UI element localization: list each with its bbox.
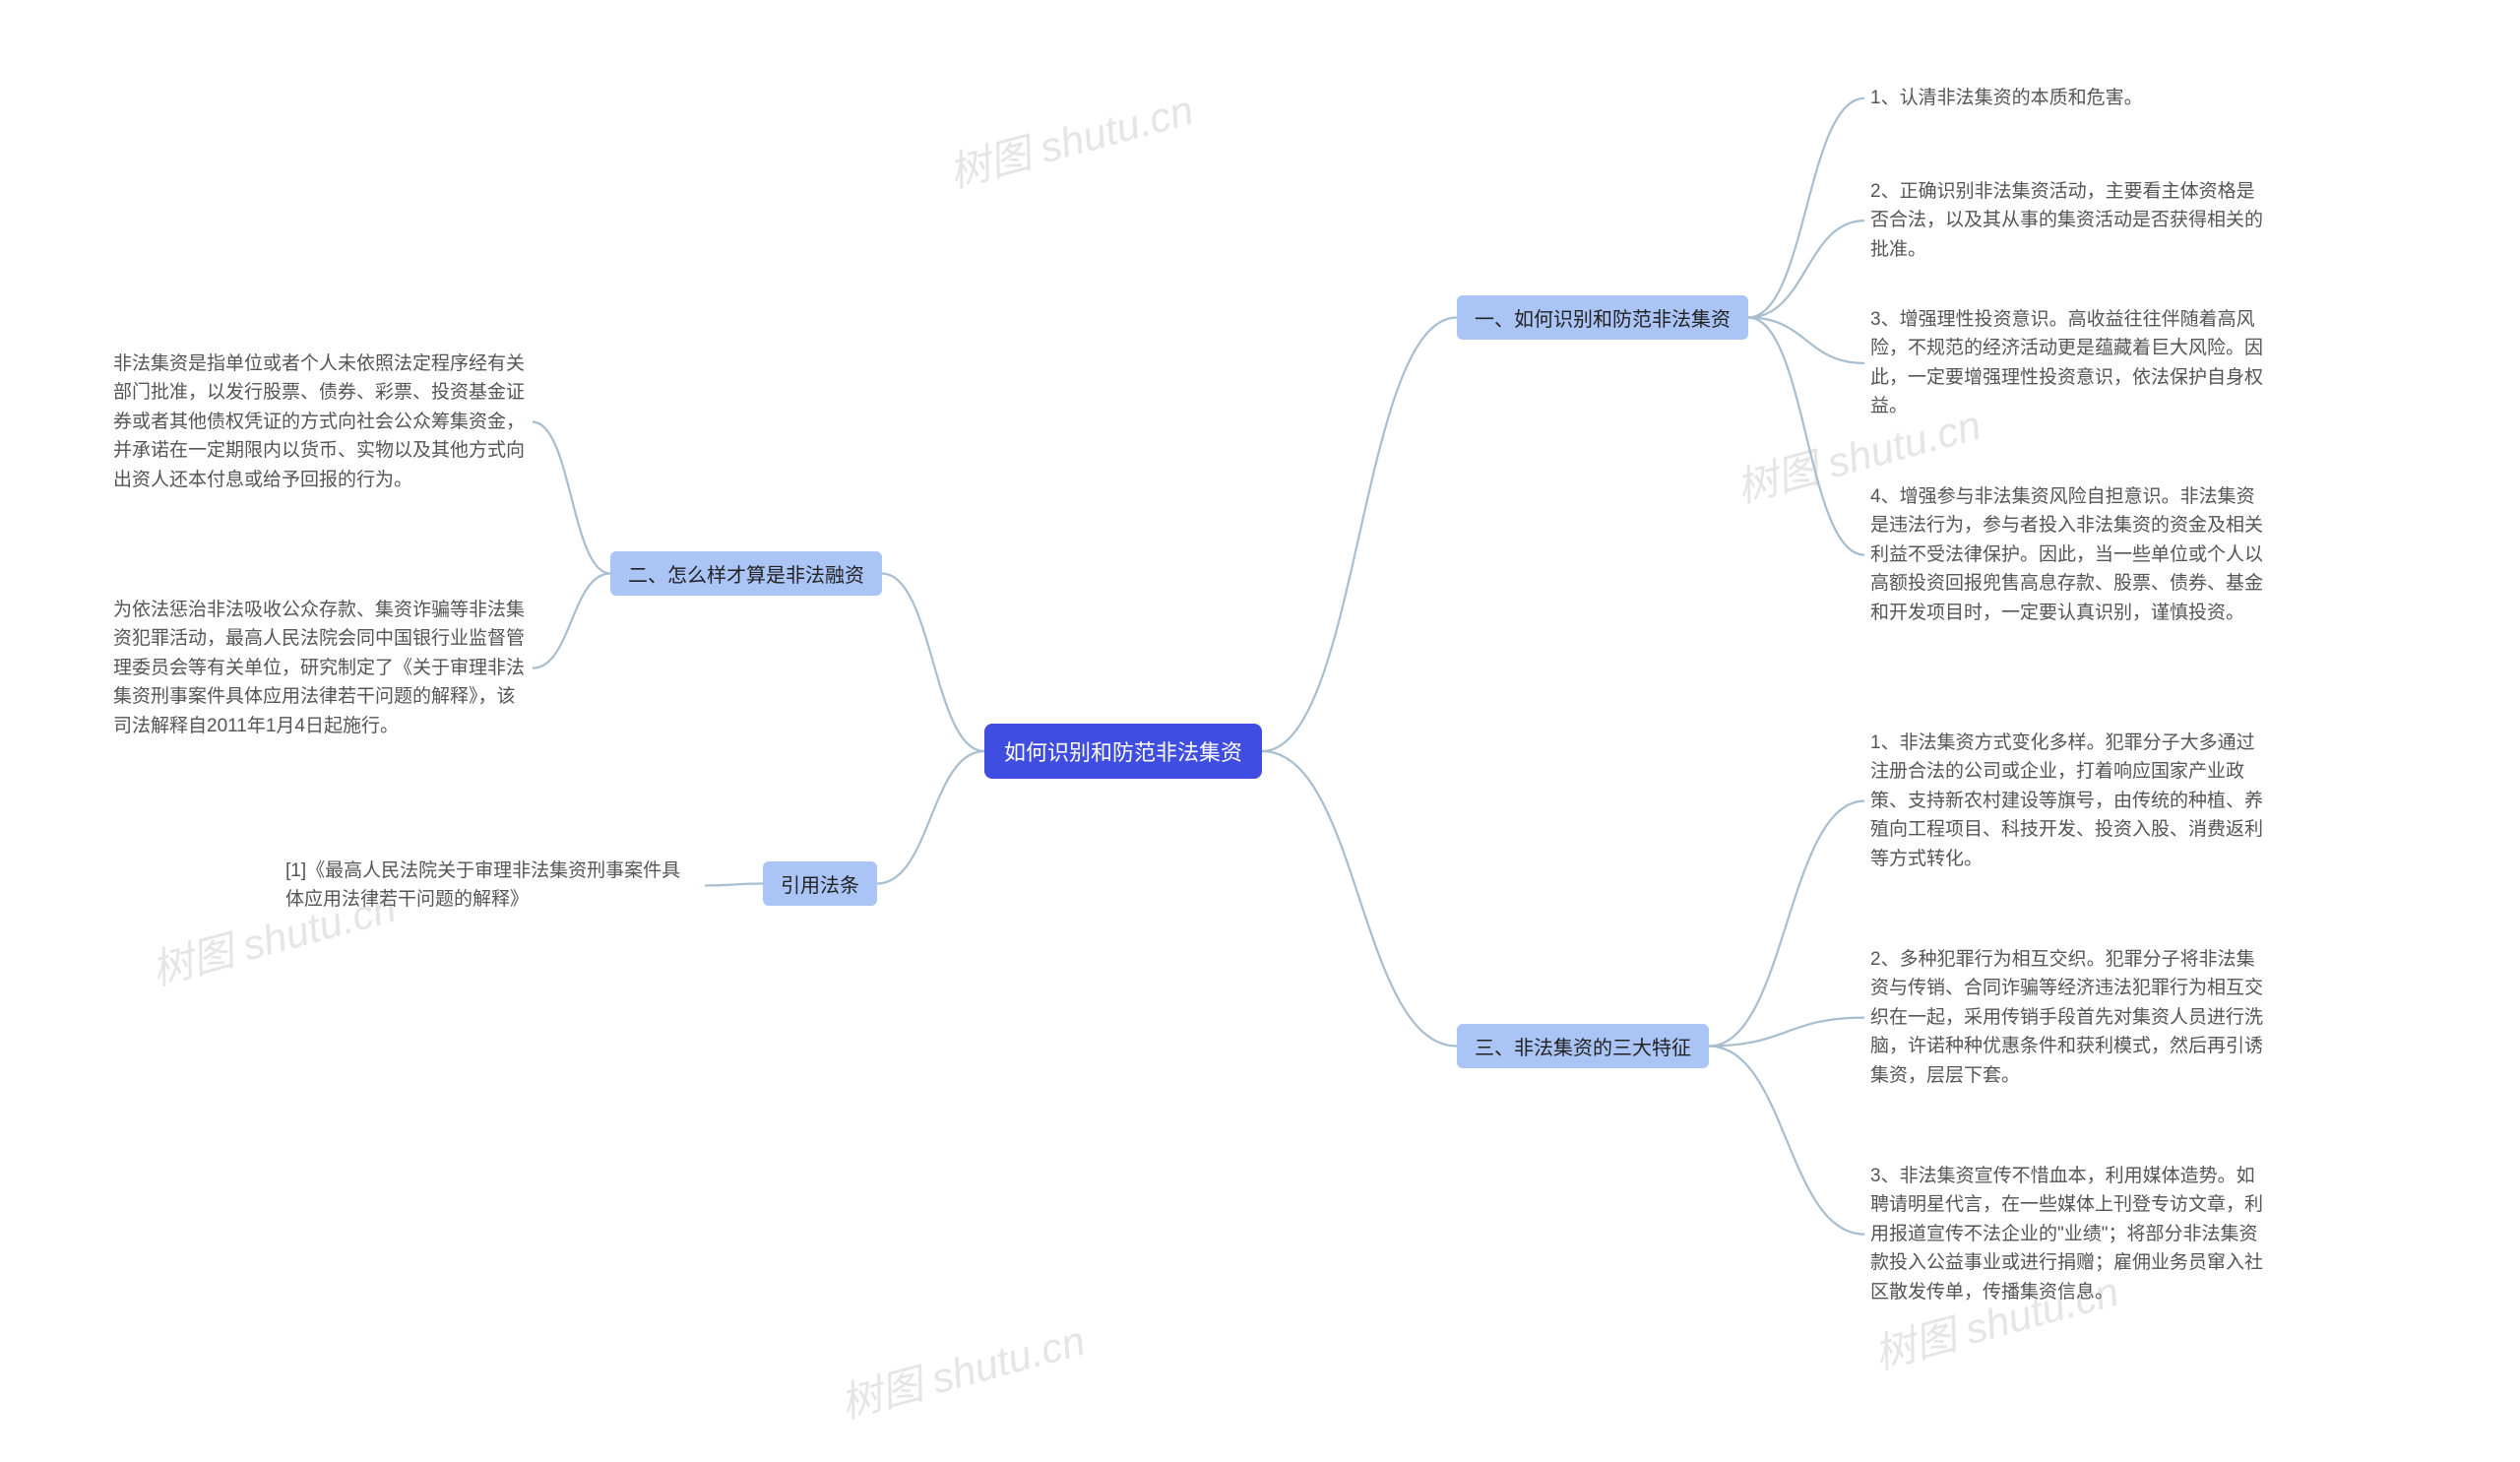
branch-right-1: 一、如何识别和防范非法集资	[1457, 295, 1748, 340]
leaf-r1-1: 1、认清非法集资的本质和危害。	[1870, 84, 2143, 112]
branch-right-2: 三、非法集资的三大特征	[1457, 1024, 1709, 1068]
mindmap-root: 如何识别和防范非法集资	[984, 724, 1262, 779]
leaf-r1-4: 4、增强参与非法集资风险自担意识。非法集资是违法行为，参与者投入非法集资的资金及…	[1870, 482, 2264, 627]
leaf-r2-1: 1、非法集资方式变化多样。犯罪分子大多通过注册合法的公司或企业，打着响应国家产业…	[1870, 729, 2264, 873]
leaf-r2-3: 3、非法集资宣传不惜血本，利用媒体造势。如聘请明星代言，在一些媒体上刊登专访文章…	[1870, 1162, 2264, 1306]
leaf-r1-3: 3、增强理性投资意识。高收益往往伴随着高风险，不规范的经济活动更是蕴藏着巨大风险…	[1870, 305, 2264, 421]
watermark: 树图 shutu.cn	[941, 77, 1199, 200]
branch-left-2: 引用法条	[763, 861, 877, 906]
leaf-l2-1: [1]《最高人民法院关于审理非法集资刑事案件具体应用法律若干问题的解释》	[285, 857, 699, 915]
leaf-l1-1: 非法集资是指单位或者个人未依照法定程序经有关部门批准，以发行股票、债券、彩票、投…	[113, 350, 527, 494]
leaf-r1-2: 2、正确识别非法集资活动，主要看主体资格是否合法，以及其从事的集资活动是否获得相…	[1870, 177, 2264, 264]
branch-left-1: 二、怎么样才算是非法融资	[610, 551, 882, 596]
watermark: 树图 shutu.cn	[833, 1307, 1091, 1430]
leaf-l1-2: 为依法惩治非法吸收公众存款、集资诈骗等非法集资犯罪活动，最高人民法院会同中国银行…	[113, 596, 527, 740]
leaf-r2-2: 2、多种犯罪行为相互交织。犯罪分子将非法集资与传销、合同诈骗等经济违法犯罪行为相…	[1870, 945, 2264, 1090]
